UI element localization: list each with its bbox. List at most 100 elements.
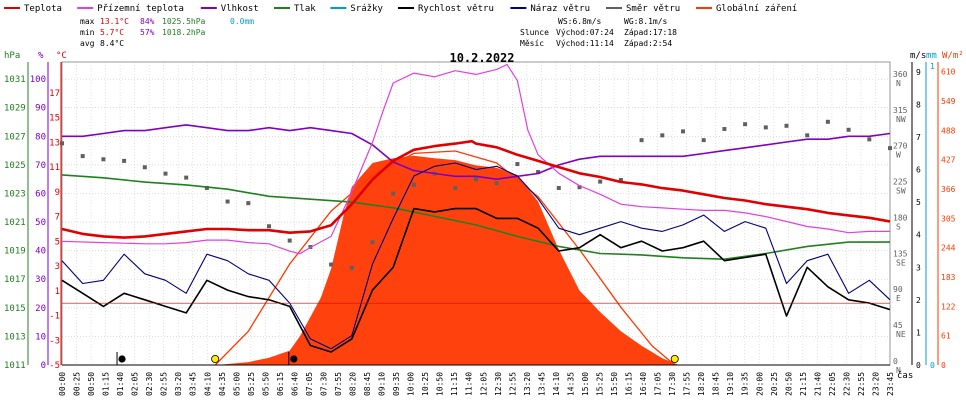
- x-tick-9: 03:45: [189, 372, 198, 396]
- series-pressure-line: [61, 174, 890, 261]
- ms-tick-4: 5: [916, 198, 921, 207]
- dir-point-8: [225, 199, 230, 204]
- mm-tick-1: 0: [930, 361, 935, 370]
- dir-point-26: [598, 179, 603, 184]
- x-tick-14: 05:50: [261, 372, 270, 396]
- x-tick-22: 09:10: [378, 372, 387, 396]
- x-tick-36: 15:00: [581, 372, 590, 396]
- x-tick-5: 02:05: [131, 372, 140, 396]
- moon-marker-1: [290, 355, 298, 363]
- legend-label-4: Srážky: [350, 4, 383, 14]
- dir-tick-4: 180: [893, 213, 908, 222]
- x-tick-18: 07:30: [319, 372, 328, 396]
- dir-point-7: [204, 185, 209, 190]
- dir-tick-2: 270: [893, 142, 908, 151]
- degc-tick-8: 1: [55, 287, 60, 297]
- pct-tick-7: 30: [35, 275, 46, 285]
- hpa-tick-9: 1013: [4, 332, 26, 342]
- x-tick-24: 10:00: [407, 372, 416, 396]
- hpa-tick-3: 1025: [4, 161, 26, 171]
- dir-sector-8: N: [896, 366, 901, 375]
- hpa-tick-0: 1031: [4, 75, 26, 85]
- wm2-tick-8: 122: [941, 302, 956, 311]
- wm2-tick-1: 549: [941, 97, 956, 106]
- x-tick-45: 18:45: [712, 372, 721, 396]
- degc-tick-7: 3: [55, 262, 60, 272]
- degc-tick-9: -1: [49, 312, 60, 322]
- x-tick-3: 01:15: [102, 372, 111, 396]
- hpa-tick-2: 1027: [4, 132, 26, 142]
- dir-tick-7: 45: [893, 321, 903, 330]
- sun-rise: Východ:07:24: [556, 28, 614, 37]
- x-tick-43: 17:55: [683, 372, 692, 396]
- stat-max-label: max: [80, 17, 95, 26]
- moon-set: Západ:2:54: [624, 39, 672, 48]
- wm2-tick-4: 366: [941, 185, 956, 194]
- dir-point-5: [163, 171, 168, 176]
- dir-tick-6: 90: [893, 285, 903, 294]
- astro-block: WS:6.8m/s WG:8.1m/s Slunce Východ:07:24 …: [520, 17, 677, 48]
- ms-tick-2: 7: [916, 133, 921, 142]
- wm2-tick-0: 610: [941, 68, 956, 77]
- degc-tick-2: 13: [49, 138, 60, 148]
- x-tick-8: 03:20: [174, 372, 183, 396]
- ms-tick-3: 6: [916, 166, 921, 175]
- x-tick-17: 07:05: [305, 372, 314, 396]
- x-tick-48: 20:00: [755, 372, 764, 396]
- dir-point-35: [784, 123, 789, 128]
- dir-sector-5: SE: [896, 258, 906, 267]
- x-tick-12: 05:00: [232, 372, 241, 396]
- x-tick-50: 20:50: [784, 372, 793, 396]
- dir-point-34: [763, 125, 768, 130]
- stats-block: max 13.1°C 84% 1025.5hPa 0.0mm min 5.7°C…: [80, 17, 254, 48]
- dir-point-17: [411, 182, 416, 187]
- dir-sector-1: NW: [896, 115, 906, 124]
- stat-max-press: 1025.5hPa: [162, 17, 206, 26]
- x-tick-26: 10:50: [436, 372, 445, 396]
- dir-sector-6: E: [896, 294, 901, 303]
- legend-label-0: Teplota: [24, 4, 62, 14]
- dir-tick-0: 360: [893, 70, 908, 79]
- dir-tick-1: 315: [893, 106, 908, 115]
- legend-label-5: Rychlost větru: [418, 4, 494, 14]
- dir-point-22: [515, 162, 520, 167]
- dir-point-2: [101, 157, 106, 162]
- dir-point-25: [577, 185, 582, 190]
- x-tick-33: 13:45: [537, 372, 546, 396]
- dir-point-28: [639, 138, 644, 143]
- dir-tick-5: 135: [893, 249, 908, 258]
- x-tick-7: 02:55: [160, 372, 169, 396]
- dir-tick-3: 225: [893, 178, 908, 187]
- stat-avg-temp: 8.4°C: [100, 39, 124, 48]
- stat-min-temp: 5.7°C: [100, 28, 124, 37]
- wind-ws: WS:6.8m/s: [558, 17, 602, 26]
- degc-tick-5: 7: [55, 213, 60, 223]
- moon-marker-0: [118, 355, 126, 363]
- hpa-tick-5: 1021: [4, 218, 26, 228]
- x-tick-57: 23:45: [886, 372, 895, 396]
- pct-tick-10: 0: [41, 361, 46, 371]
- x-tick-28: 11:40: [465, 372, 474, 396]
- stat-min-label: min: [80, 28, 95, 37]
- x-tick-1: 00:25: [73, 372, 82, 396]
- wind-wg: WG:8.1m/s: [624, 17, 668, 26]
- ms-tick-7: 2: [916, 296, 921, 305]
- stat-min-hum: 57%: [140, 28, 155, 37]
- axis-label-wm2: W/m²: [942, 51, 964, 61]
- sun-label: Slunce: [520, 28, 549, 37]
- dir-point-6: [184, 175, 189, 180]
- dir-point-36: [805, 133, 810, 138]
- x-tick-46: 19:10: [726, 372, 735, 396]
- x-tick-23: 09:35: [392, 372, 401, 396]
- dir-point-13: [329, 262, 334, 267]
- x-tick-4: 01:40: [116, 372, 125, 396]
- x-tick-6: 02:30: [145, 372, 154, 396]
- series-solar-area: [62, 155, 890, 365]
- dir-point-3: [122, 158, 127, 163]
- pct-tick-3: 70: [35, 161, 46, 171]
- dir-point-40: [888, 146, 892, 151]
- x-tick-39: 16:15: [625, 372, 634, 396]
- dir-sector-7: NE: [896, 330, 906, 339]
- stat-min-press: 1018.2hPa: [162, 28, 206, 37]
- dir-point-9: [246, 201, 251, 206]
